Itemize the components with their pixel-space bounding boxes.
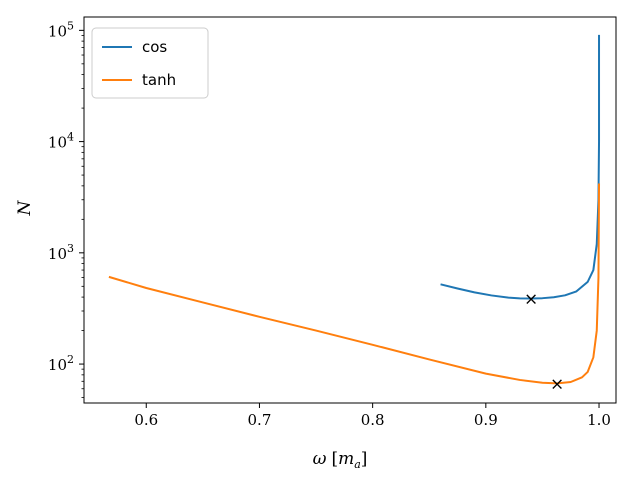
plot-area: × × 0.6 0.7 0.8 0.9 1.0 102 103 104 105 [48, 16, 617, 429]
legend-label-cos: cos [142, 38, 167, 56]
x-tick-label-1: 0.7 [248, 411, 272, 429]
x-axis-label-close: ] [361, 449, 368, 469]
y-tick-label-0: 102 [48, 353, 74, 374]
series-line-tanh [108, 183, 601, 385]
x-axis-label-symbol: ω [313, 449, 327, 469]
y-axis-label: N [15, 199, 35, 216]
x-tick-label-2: 0.8 [361, 411, 385, 429]
axes-frame [83, 16, 617, 404]
x-axis-label: ω [ma] [313, 449, 368, 471]
x-axis-label-unit-sub: a [354, 458, 361, 471]
y-tick-label-2: 104 [48, 131, 74, 152]
min-marker-tanh: × [550, 374, 564, 394]
x-tick-label-0: 0.6 [134, 411, 158, 429]
y-tick-label-1: 103 [48, 242, 74, 263]
x-axis-label-unit: m [338, 449, 354, 469]
min-marker-cos: × [524, 289, 538, 309]
x-tick-label-4: 1.0 [587, 411, 611, 429]
y-tick-label-3: 105 [48, 19, 74, 40]
legend-label-tanh: tanh [142, 71, 176, 89]
x-axis-label-open: [ [331, 449, 338, 469]
x-tick-label-3: 0.9 [474, 411, 498, 429]
legend: cos tanh [91, 27, 209, 99]
series-line-cos [440, 34, 601, 300]
